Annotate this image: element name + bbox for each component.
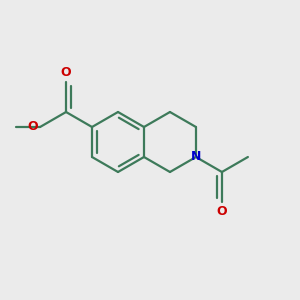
Text: N: N [191, 151, 201, 164]
Text: O: O [217, 205, 227, 218]
Text: O: O [61, 66, 71, 79]
Text: O: O [27, 121, 38, 134]
